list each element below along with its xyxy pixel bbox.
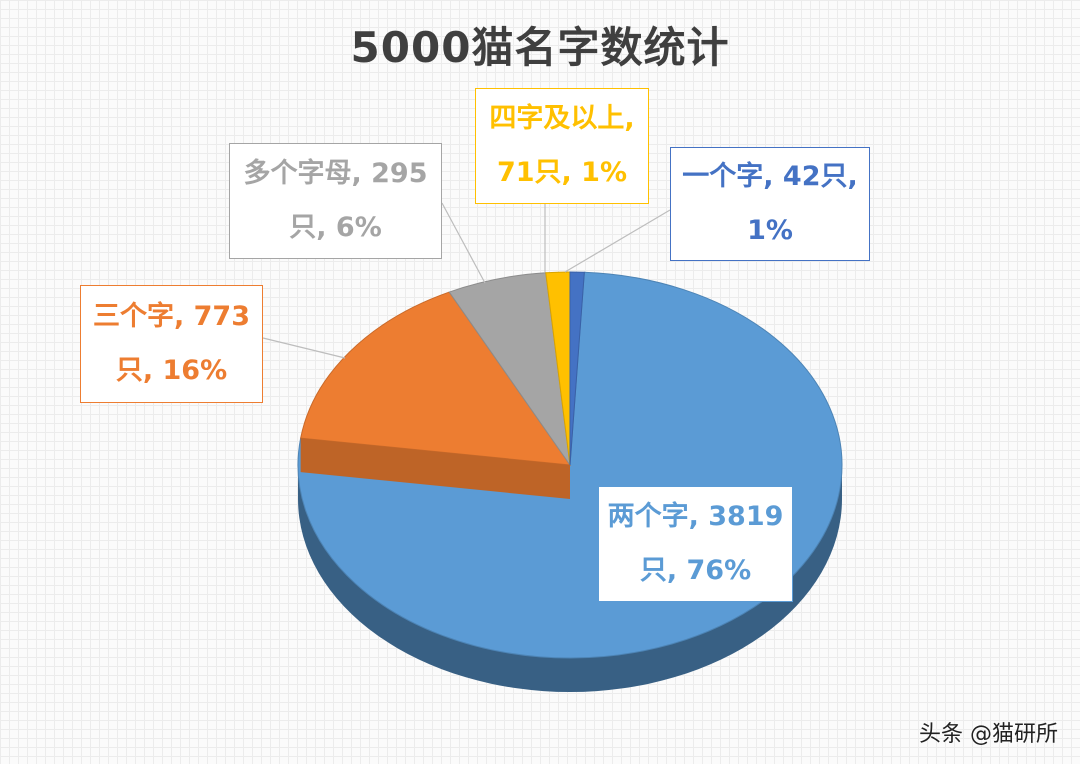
watermark: 头条 @猫研所 xyxy=(919,722,1058,747)
pie-slice-three-chars xyxy=(300,291,572,466)
leader-line xyxy=(262,337,346,359)
pie-slice-one-char xyxy=(569,271,585,466)
data-label-four-plus-chars: 四字及以上, 71只, 1% xyxy=(475,88,649,204)
leader-line xyxy=(441,202,486,284)
pie-side-two-chars xyxy=(298,465,842,692)
data-label-two-chars: 两个字, 3819 只, 76% xyxy=(598,486,793,602)
leader-line xyxy=(564,209,671,273)
data-label-one-char: 一个字, 42只, 1% xyxy=(670,147,870,261)
data-label-multi-letters: 多个字母, 295 只, 6% xyxy=(229,143,442,259)
chart-title: 5000猫名字数统计 xyxy=(350,23,730,72)
data-label-three-chars: 三个字, 773 只, 16% xyxy=(80,285,263,403)
pie-side-three-chars xyxy=(300,438,570,499)
